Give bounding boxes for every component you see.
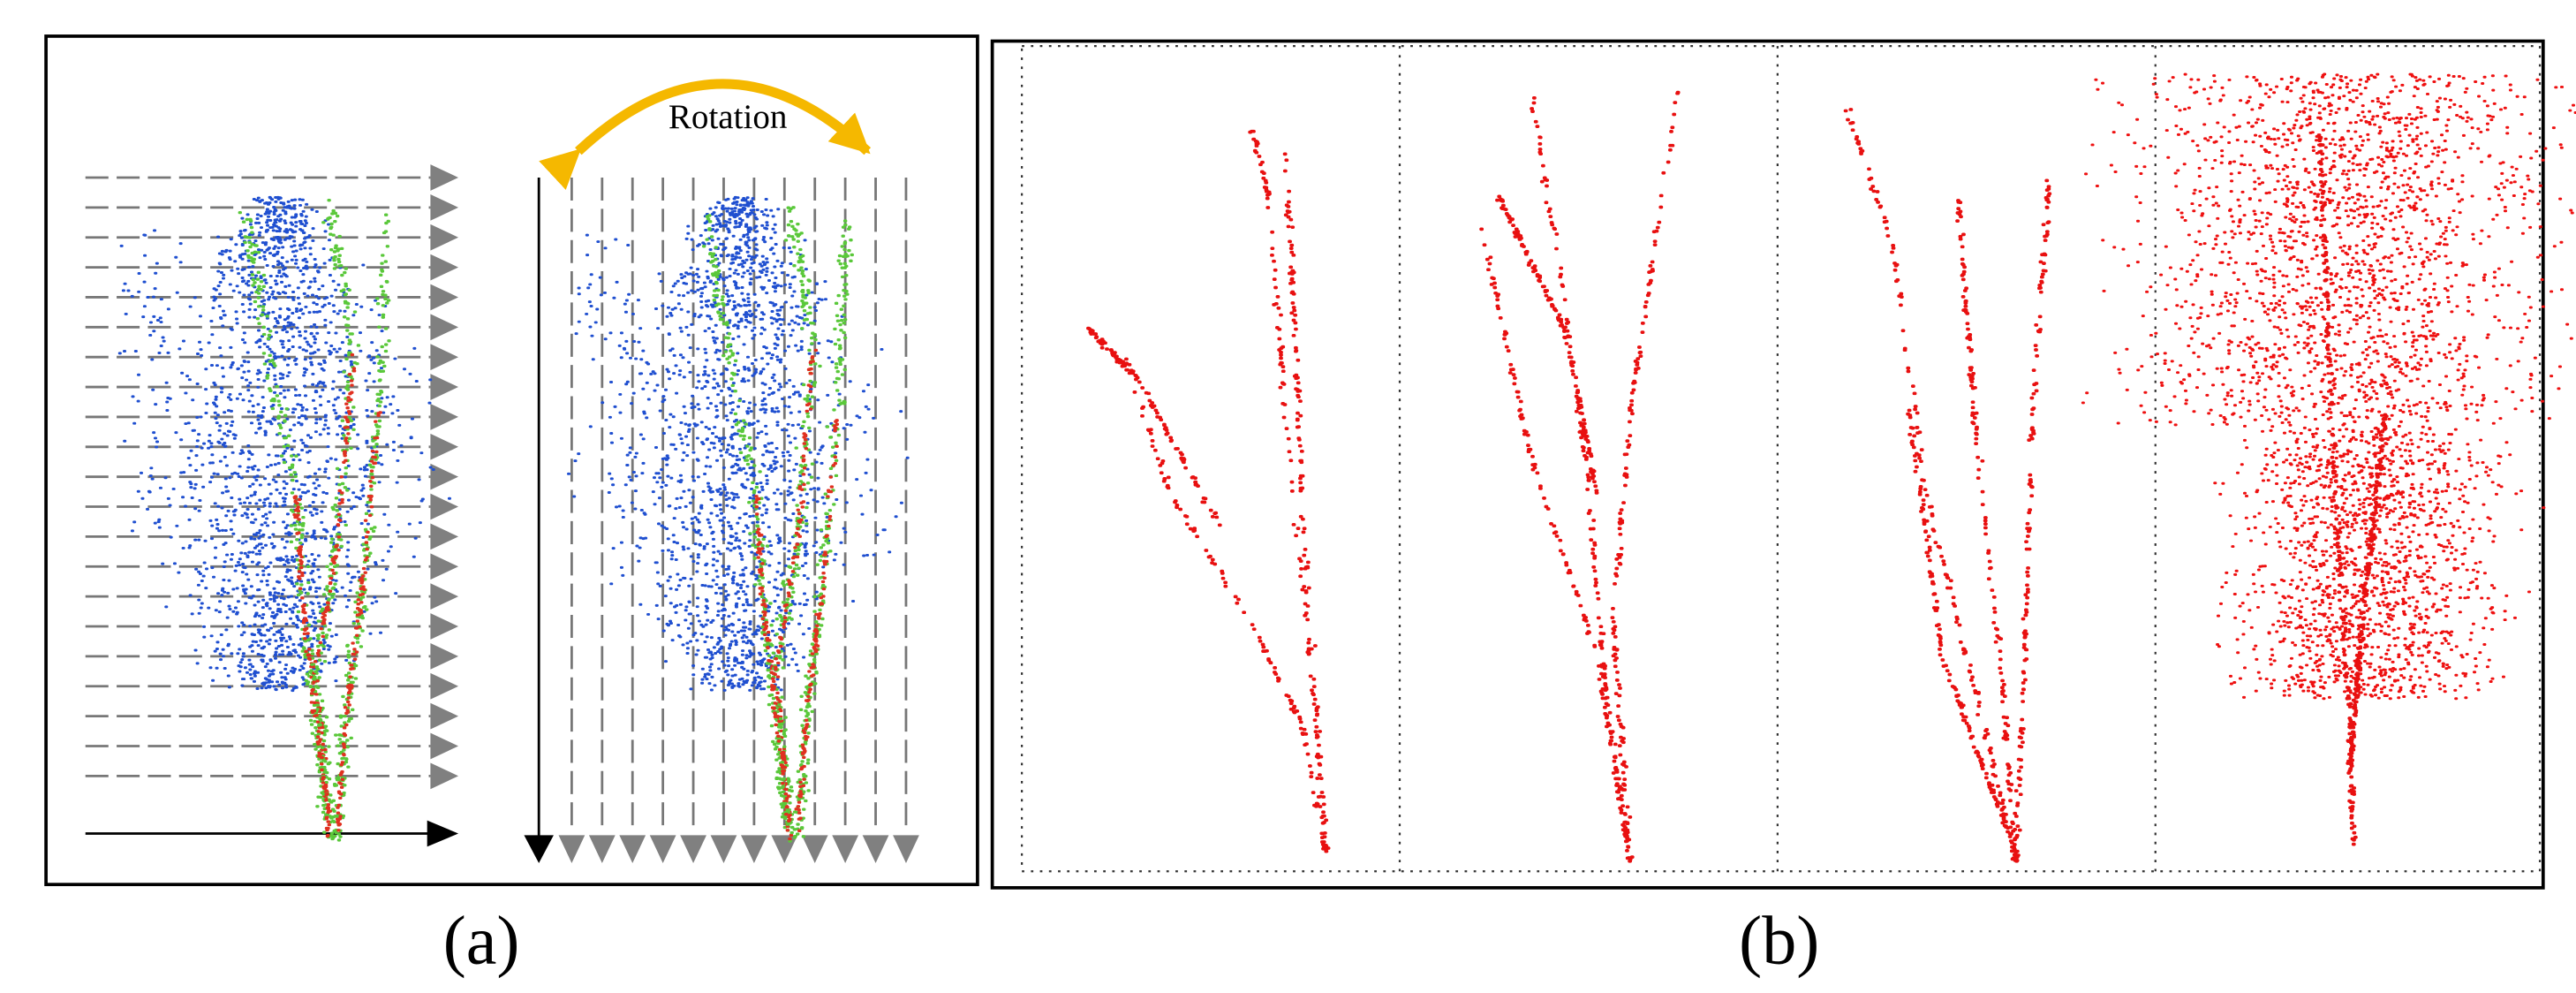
branch-points [2316, 133, 2358, 846]
branch-points [1530, 96, 1633, 863]
slice-marker [430, 374, 459, 400]
panel-a-frame [44, 34, 979, 887]
slice-marker [588, 835, 616, 863]
slice-marker [430, 613, 459, 640]
slice-marker [430, 583, 459, 610]
slice-marker [430, 762, 459, 790]
rotation-label: Rotation [669, 98, 788, 136]
stem-red [794, 419, 840, 833]
panel-b-dotted-border [1021, 44, 2542, 873]
stem-red [770, 348, 819, 822]
drawing [85, 46, 2576, 872]
crown-points [567, 195, 910, 692]
caption-a: (a) [443, 901, 520, 978]
slice-marker [649, 835, 676, 863]
branch-points [1086, 326, 1222, 527]
branch-points [1610, 90, 1681, 860]
rotation-arrow [539, 79, 872, 190]
slice-marker [430, 672, 459, 700]
caption-b: (b) [1739, 901, 1819, 978]
slice-marker [430, 732, 459, 760]
slice-marker [430, 314, 459, 341]
slice-marker [430, 164, 459, 191]
branch-points [2346, 413, 2389, 775]
slice-marker [710, 835, 737, 863]
stem-red [309, 352, 357, 821]
slice-marker [680, 835, 706, 863]
slice-marker [619, 835, 646, 863]
slice-marker [430, 523, 459, 550]
branch-points [2013, 178, 2052, 862]
branch-points [1843, 108, 2019, 861]
slice-marker [430, 493, 459, 520]
slice-marker [430, 433, 459, 460]
stem-green [701, 214, 797, 843]
slice-marker [558, 835, 585, 863]
crown-points [117, 195, 452, 693]
branch-points [1906, 408, 2016, 849]
slice-marker [862, 835, 889, 863]
slice-marker [801, 835, 828, 863]
slice-marker [430, 642, 459, 670]
x-arrow-head [427, 820, 459, 847]
branch-points [1955, 199, 2019, 863]
slice-marker [430, 193, 459, 221]
slice-marker [430, 284, 459, 311]
slice-marker [832, 835, 859, 863]
branch-points [1248, 129, 1331, 851]
slice-marker [430, 254, 459, 281]
branch-points [1124, 357, 1329, 853]
slice-marker [771, 835, 798, 863]
slice-marker [430, 224, 459, 251]
slice-marker [741, 835, 767, 863]
slice-marker [430, 553, 459, 580]
stem-red [335, 411, 382, 832]
slice-marker [893, 835, 919, 863]
crown-points [2081, 72, 2576, 701]
slice-marker [430, 404, 459, 430]
y-arrow-head [524, 835, 554, 863]
branch-points [1282, 152, 1329, 852]
panel-b-frame [990, 39, 2545, 890]
slice-marker [430, 702, 459, 730]
slice-marker [430, 344, 459, 371]
slice-marker [430, 463, 459, 490]
branch-points [1479, 227, 1633, 861]
branch-points [1495, 194, 1599, 495]
